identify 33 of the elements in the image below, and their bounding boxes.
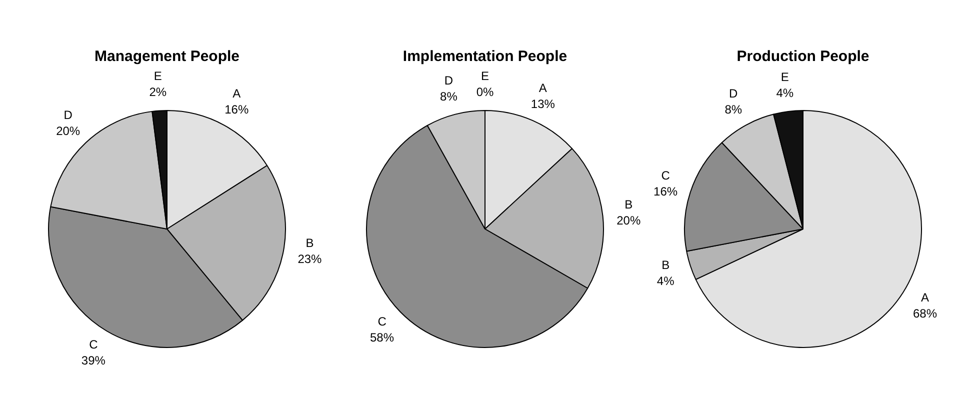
data-label: 68% — [912, 306, 938, 321]
data-label: 23% — [298, 252, 322, 266]
data-label: 20% — [616, 213, 641, 228]
slice-label: C — [661, 168, 670, 183]
data-label: 4% — [656, 274, 675, 288]
data-label: 58% — [370, 330, 394, 345]
slice-label: E — [154, 69, 162, 84]
data-label: 39% — [81, 354, 106, 368]
data-label: 16% — [224, 102, 249, 117]
slice-label: E — [780, 70, 789, 84]
slice-label: A — [921, 290, 930, 305]
data-label: 4% — [776, 86, 794, 100]
data-label: 16% — [654, 184, 678, 199]
slice-label: B — [662, 258, 670, 272]
slice-label: A — [538, 80, 547, 95]
category-label: E — [480, 68, 490, 83]
chart-title: Implementation People — [402, 48, 568, 66]
slice-label: D — [64, 108, 73, 122]
chart-title: Production People — [736, 48, 870, 66]
data-label: 8% — [724, 102, 742, 117]
data-label: 20% — [56, 124, 80, 138]
slice-label: D — [729, 86, 738, 101]
slice-label: B — [306, 236, 314, 250]
slice-label: A — [232, 86, 241, 101]
slice-label: B — [624, 197, 633, 212]
data-label: 8% — [440, 89, 458, 104]
slice-label: D — [444, 73, 454, 88]
chart-title: Management People — [94, 48, 240, 66]
slice-label: C — [378, 314, 387, 329]
data-label: 13% — [530, 96, 556, 111]
data-label: 2% — [149, 85, 167, 100]
text: 0% — [476, 84, 494, 99]
slice-label: C — [89, 338, 98, 352]
